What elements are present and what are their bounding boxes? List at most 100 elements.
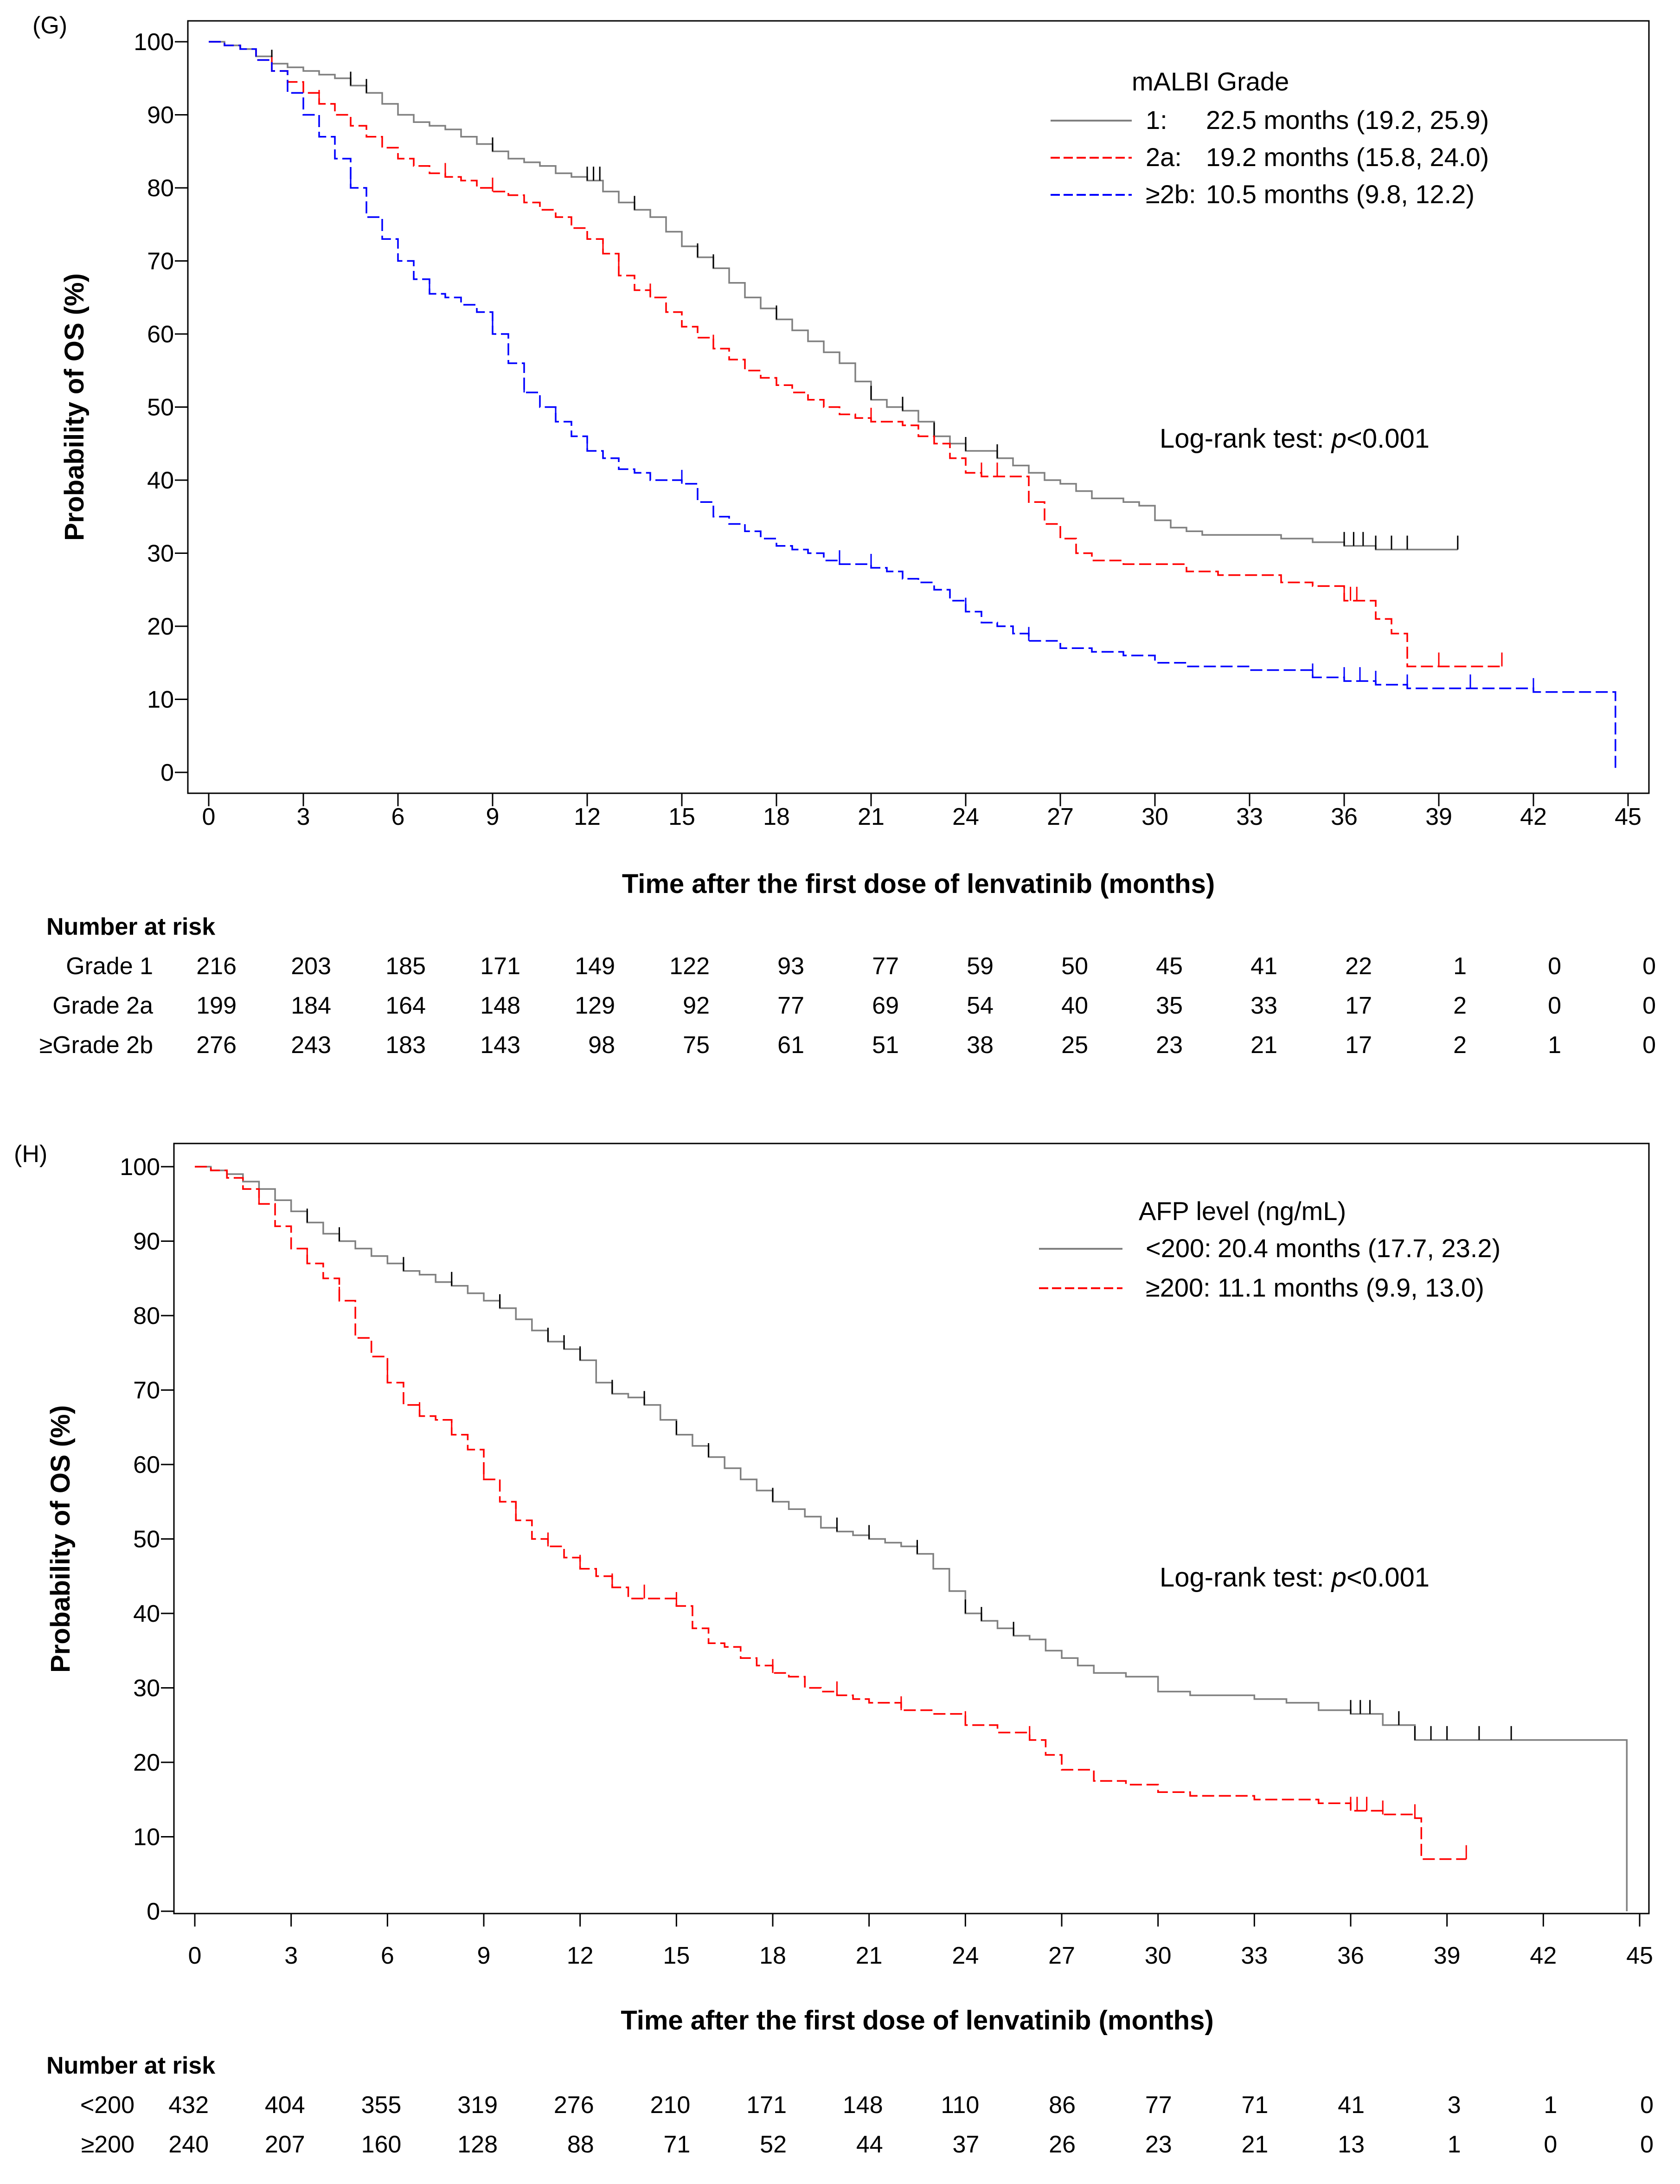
- x-tick-label: 3: [284, 1942, 298, 1969]
- risk-value: 71: [1241, 2092, 1268, 2119]
- risk-row-label: <200: [80, 2092, 135, 2119]
- risk-value: 37: [952, 2131, 979, 2158]
- risk-value: 41: [1250, 953, 1277, 980]
- risk-value: 355: [361, 2092, 402, 2119]
- km-curve-<200: [195, 1166, 1628, 1911]
- y-tick-label: 80: [147, 175, 174, 202]
- risk-value: 110: [941, 2092, 979, 2119]
- risk-table-title: Number at risk: [46, 2052, 215, 2079]
- x-tick-label: 15: [663, 1942, 690, 1969]
- y-tick-label: 30: [133, 1675, 160, 1702]
- risk-value: 61: [777, 1032, 804, 1059]
- annotation-suffix: <0.001: [1347, 1562, 1430, 1593]
- y-tick-label: 10: [133, 1824, 160, 1851]
- risk-value: 44: [856, 2131, 883, 2158]
- risk-value: 160: [361, 2131, 402, 2158]
- annotation-p: p: [1331, 424, 1347, 454]
- risk-value: 183: [385, 1032, 426, 1059]
- x-tick-label: 30: [1145, 1942, 1172, 1969]
- risk-value: 276: [554, 2092, 594, 2119]
- risk-value: 129: [575, 992, 615, 1019]
- log-rank-annotation: Log-rank test: p<0.001: [1160, 1562, 1430, 1593]
- x-tick-label: 42: [1530, 1942, 1557, 1969]
- legend: mALBI Grade 1: 22.5 months (19.2, 25.9) 2a:…: [1051, 67, 1489, 209]
- risk-value: 38: [967, 1032, 994, 1059]
- risk-value: 23: [1156, 1032, 1183, 1059]
- y-axis-title: Probability of OS (%): [45, 1405, 76, 1673]
- risk-value: 404: [265, 2092, 305, 2119]
- legend-title: AFP level (ng/mL): [1139, 1196, 1346, 1226]
- legend-value: 22.5 months (19.2, 25.9): [1206, 105, 1489, 135]
- risk-value: 1: [1548, 1032, 1561, 1059]
- legend-key: 2a:: [1146, 142, 1182, 172]
- x-tick-label: 21: [856, 1942, 883, 1969]
- legend-value: 11.1 months (9.9, 13.0): [1218, 1273, 1484, 1302]
- risk-value: 240: [168, 2131, 209, 2158]
- risk-value: 86: [1049, 2092, 1076, 2119]
- km-curve-2a: [209, 41, 1502, 668]
- x-tick-label: 45: [1615, 803, 1642, 830]
- risk-value: 1: [1453, 953, 1467, 980]
- y-tick-label: 40: [147, 467, 174, 494]
- risk-value: 0: [1548, 992, 1561, 1019]
- legend-key: ≥200:: [1146, 1273, 1211, 1302]
- x-tick-label: 3: [297, 803, 310, 830]
- y-tick-label: 50: [147, 394, 174, 421]
- annotation-p: p: [1331, 1562, 1347, 1593]
- series-2a-group: [209, 41, 1503, 668]
- y-tick-label: 90: [147, 102, 174, 129]
- x-tick-label: 24: [952, 1942, 979, 1969]
- x-tick-label: 9: [477, 1942, 491, 1969]
- legend-value: 20.4 months (17.7, 23.2): [1218, 1233, 1500, 1263]
- x-tick-label: 27: [1048, 1942, 1075, 1969]
- x-tick-label: 18: [759, 1942, 786, 1969]
- risk-value: 210: [650, 2092, 691, 2119]
- x-tick-label: 24: [952, 803, 979, 830]
- x-tick-label: 42: [1520, 803, 1547, 830]
- risk-value: 77: [777, 992, 804, 1019]
- risk-value: 0: [1642, 992, 1656, 1019]
- legend-key: ≥2b:: [1146, 180, 1196, 209]
- y-axis-title: Probability of OS (%): [59, 273, 90, 541]
- series-2b-group: [209, 41, 1616, 772]
- risk-table-title: Number at risk: [46, 913, 215, 940]
- risk-value: 13: [1338, 2131, 1365, 2158]
- y-tick-label: 50: [133, 1526, 160, 1553]
- risk-value: 276: [196, 1032, 237, 1059]
- risk-value: 128: [457, 2131, 498, 2158]
- risk-value: 185: [385, 953, 426, 980]
- risk-value: 432: [168, 2092, 209, 2119]
- risk-value: 143: [480, 1032, 520, 1059]
- risk-value: 26: [1049, 2131, 1076, 2158]
- y-tick-label: 0: [160, 759, 174, 786]
- risk-value: 122: [669, 953, 710, 980]
- x-tick-label: 21: [858, 803, 885, 830]
- y-tick-label: 80: [133, 1303, 160, 1330]
- risk-value: 203: [291, 953, 331, 980]
- y-tick-label: 30: [147, 540, 174, 567]
- risk-value: 77: [1145, 2092, 1172, 2119]
- x-tick-label: 30: [1141, 803, 1168, 830]
- km-curve-1: [209, 41, 1458, 551]
- risk-value: 0: [1640, 2092, 1654, 2119]
- risk-value: 1: [1448, 2131, 1461, 2158]
- x-tick-label: 12: [574, 803, 601, 830]
- risk-value: 41: [1338, 2092, 1365, 2119]
- legend: AFP level (ng/mL) <200: 20.4 months (17.7,…: [1039, 1196, 1500, 1302]
- risk-value: 148: [480, 992, 520, 1019]
- risk-value: 45: [1156, 953, 1183, 980]
- y-tick-label: 10: [147, 687, 174, 713]
- legend-value: 10.5 months (9.8, 12.2): [1206, 180, 1475, 209]
- risk-value: 148: [843, 2092, 883, 2119]
- legend-key: <200:: [1146, 1233, 1212, 1263]
- risk-value: 1: [1544, 2092, 1557, 2119]
- risk-value: 17: [1345, 1032, 1372, 1059]
- risk-value: 52: [760, 2131, 787, 2158]
- y-tick-label: 100: [134, 29, 174, 56]
- risk-value: 93: [777, 953, 804, 980]
- log-rank-annotation: Log-rank test: p<0.001: [1160, 424, 1430, 454]
